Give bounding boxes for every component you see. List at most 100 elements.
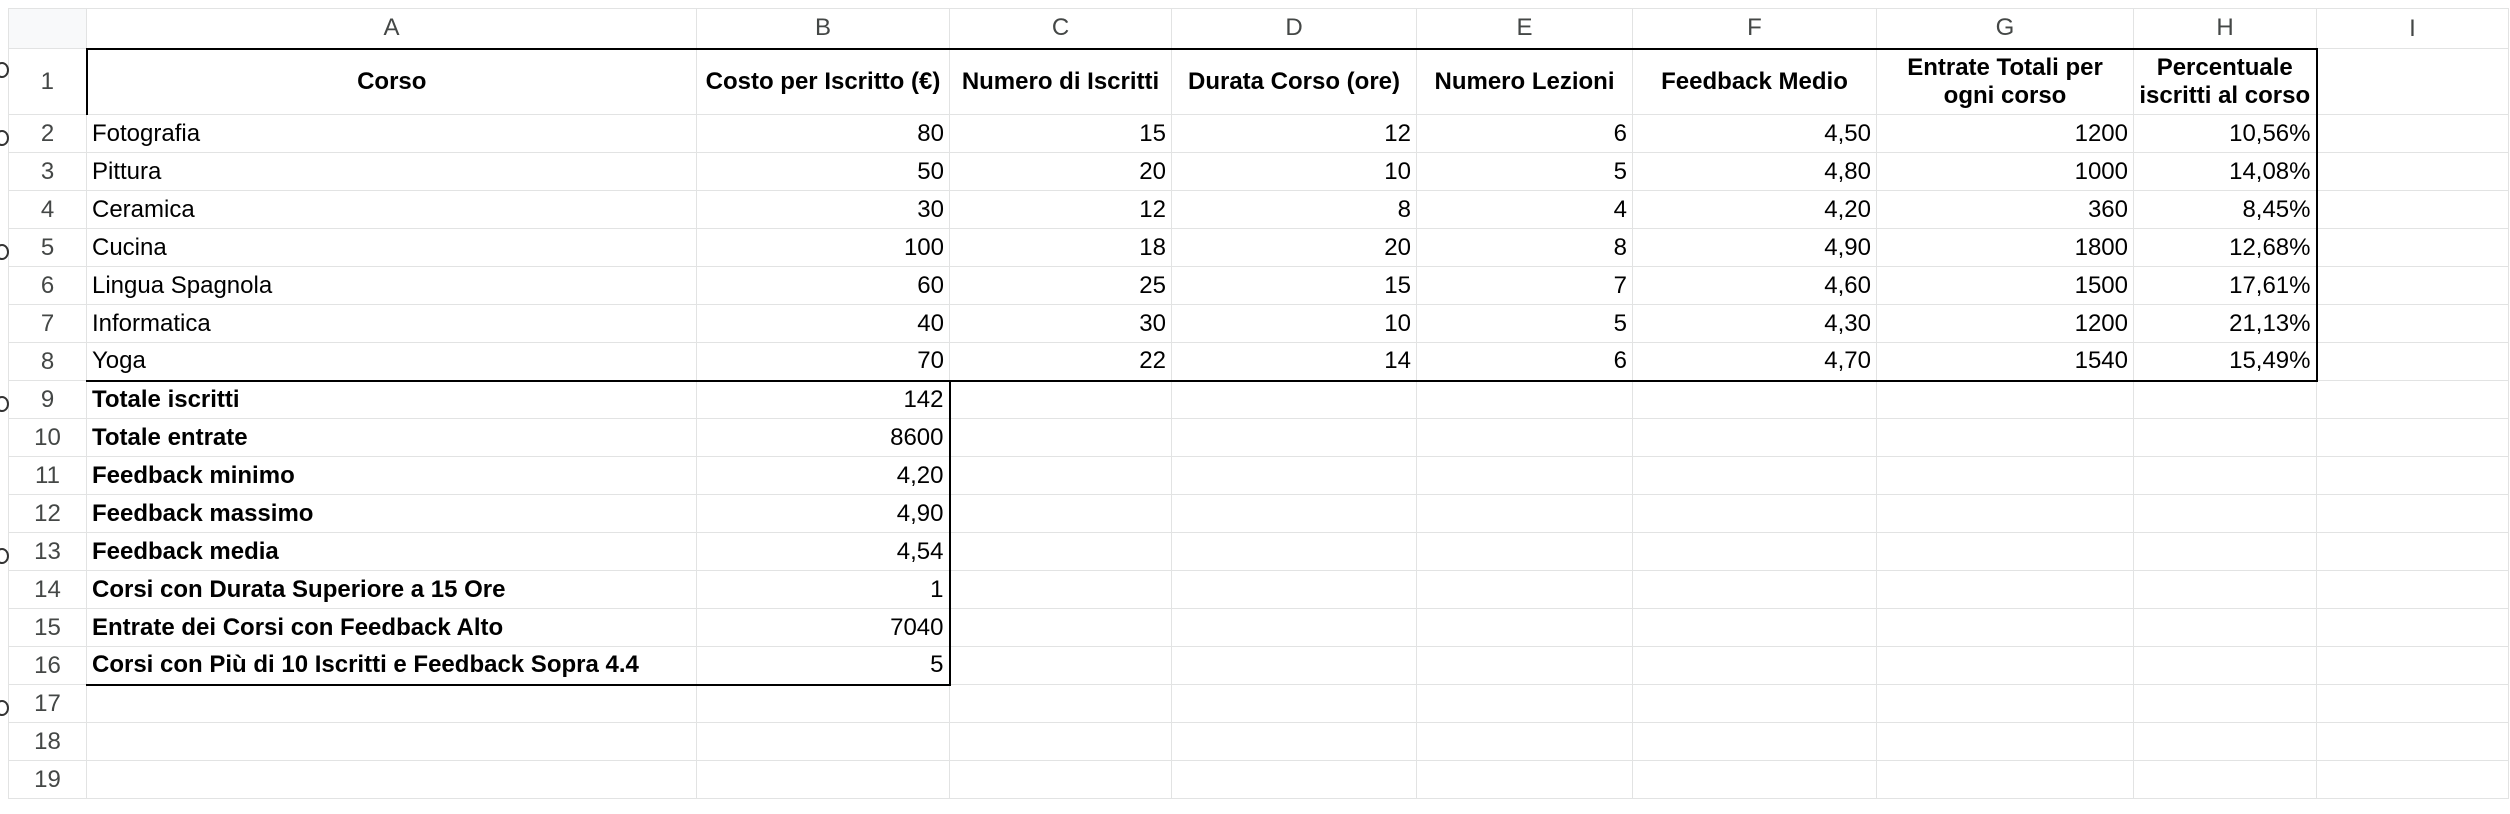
empty-cell[interactable] [2316,684,2509,723]
course-revenue-cell[interactable]: 1200 [1876,114,2134,153]
header-cell-durata[interactable]: Durata Corso (ore) [1171,47,1417,115]
course-name-cell[interactable]: Fotografia [86,114,697,153]
empty-cell[interactable] [949,646,1172,685]
empty-cell[interactable] [1632,608,1877,647]
empty-cell[interactable] [2133,570,2317,609]
course-students-cell[interactable]: 20 [949,152,1172,191]
course-name-cell[interactable]: Ceramica [86,190,697,229]
row-header-8[interactable]: 8 [8,342,87,381]
header-cell-feedback[interactable]: Feedback Medio [1632,47,1877,115]
empty-cell[interactable] [2316,722,2509,761]
summary-value-cell[interactable]: 4,90 [696,494,951,533]
empty-cell[interactable] [949,494,1172,533]
empty-cell[interactable] [1632,380,1877,419]
course-lessons-cell[interactable]: 5 [1416,152,1633,191]
course-percent-cell[interactable]: 14,08% [2133,152,2318,191]
empty-cell[interactable] [2316,152,2509,191]
row-header-7[interactable]: 7 [8,304,87,343]
empty-cell[interactable] [86,684,697,723]
course-name-cell[interactable]: Yoga [86,342,697,382]
empty-cell[interactable] [1171,418,1417,457]
course-name-cell[interactable]: Lingua Spagnola [86,266,697,305]
course-percent-cell[interactable]: 15,49% [2133,342,2318,382]
summary-value-cell[interactable]: 142 [696,380,951,419]
empty-cell[interactable] [2133,646,2317,685]
empty-cell[interactable] [1632,684,1877,723]
empty-cell[interactable] [1171,722,1417,761]
empty-cell[interactable] [2316,266,2509,305]
course-students-cell[interactable]: 30 [949,304,1172,343]
course-cost-cell[interactable]: 80 [696,114,950,153]
course-cost-cell[interactable]: 100 [696,228,950,267]
row-header-19[interactable]: 19 [8,760,87,799]
course-percent-cell[interactable]: 10,56% [2133,114,2318,153]
header-cell-lezioni[interactable]: Numero Lezioni [1416,47,1633,115]
empty-cell[interactable] [949,456,1172,495]
empty-cell[interactable] [2133,380,2317,419]
summary-value-cell[interactable]: 1 [696,570,951,609]
course-hours-cell[interactable]: 15 [1171,266,1417,305]
empty-cell[interactable] [86,760,697,799]
header-cell-costo[interactable]: Costo per Iscritto (€) [696,47,950,115]
header-cell-entrate[interactable]: Entrate Totali per ogni corso [1876,47,2134,115]
empty-cell[interactable] [2316,304,2509,343]
column-header-d[interactable]: D [1171,8,1417,49]
summary-label-cell[interactable]: Corsi con Più di 10 Iscritti e Feedback … [86,646,697,686]
empty-cell[interactable] [1416,646,1633,685]
empty-cell[interactable] [1632,722,1877,761]
row-header-1[interactable]: 1 [8,48,87,115]
empty-cell[interactable] [86,722,697,761]
empty-cell[interactable] [1416,532,1633,571]
course-feedback-cell[interactable]: 4,60 [1632,266,1877,305]
course-hours-cell[interactable]: 12 [1171,114,1417,153]
empty-cell[interactable] [1632,532,1877,571]
empty-cell[interactable] [1416,380,1633,419]
column-header-b[interactable]: B [696,8,950,49]
row-header-17[interactable]: 17 [8,684,87,723]
column-header-e[interactable]: E [1416,8,1633,49]
course-hours-cell[interactable]: 20 [1171,228,1417,267]
summary-value-cell[interactable]: 4,54 [696,532,951,571]
course-students-cell[interactable]: 25 [949,266,1172,305]
row-header-16[interactable]: 16 [8,646,87,685]
row-header-13[interactable]: 13 [8,532,87,571]
empty-cell[interactable] [949,418,1172,457]
empty-cell[interactable] [1416,494,1633,533]
course-revenue-cell[interactable]: 1500 [1876,266,2134,305]
course-lessons-cell[interactable]: 7 [1416,266,1633,305]
course-revenue-cell[interactable]: 360 [1876,190,2134,229]
empty-cell[interactable] [2133,494,2317,533]
empty-cell[interactable] [1632,646,1877,685]
empty-cell[interactable] [2133,760,2317,799]
course-hours-cell[interactable]: 10 [1171,304,1417,343]
row-header-12[interactable]: 12 [8,494,87,533]
course-hours-cell[interactable]: 10 [1171,152,1417,191]
empty-cell[interactable] [1876,684,2134,723]
course-cost-cell[interactable]: 70 [696,342,950,382]
empty-cell[interactable] [1416,608,1633,647]
course-students-cell[interactable]: 22 [949,342,1172,382]
empty-cell[interactable] [2133,722,2317,761]
course-cost-cell[interactable]: 60 [696,266,950,305]
summary-label-cell[interactable]: Totale iscritti [86,380,697,419]
empty-cell[interactable] [949,608,1172,647]
empty-cell[interactable] [949,760,1172,799]
course-cost-cell[interactable]: 50 [696,152,950,191]
row-header-10[interactable]: 10 [8,418,87,457]
row-header-6[interactable]: 6 [8,266,87,305]
empty-cell[interactable] [2133,684,2317,723]
empty-cell[interactable] [2316,494,2509,533]
course-percent-cell[interactable]: 21,13% [2133,304,2318,343]
empty-cell[interactable] [2316,570,2509,609]
column-header-g[interactable]: G [1876,8,2134,49]
empty-cell[interactable] [1876,380,2134,419]
row-header-18[interactable]: 18 [8,722,87,761]
course-lessons-cell[interactable]: 6 [1416,114,1633,153]
empty-cell[interactable] [1632,494,1877,533]
empty-cell[interactable] [2316,190,2509,229]
empty-cell[interactable] [949,722,1172,761]
empty-cell[interactable] [1416,418,1633,457]
empty-cell[interactable] [1632,760,1877,799]
course-percent-cell[interactable]: 8,45% [2133,190,2318,229]
empty-cell[interactable] [1416,456,1633,495]
